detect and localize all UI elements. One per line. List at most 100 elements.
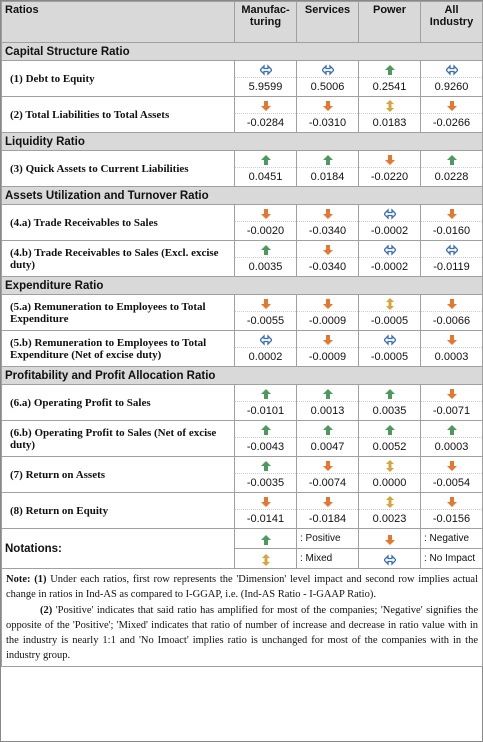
- section-row: Profitability and Profit Allocation Rati…: [1, 366, 483, 385]
- impact-cell: [420, 150, 483, 168]
- value-cell: -0.0101: [234, 401, 297, 421]
- icon-row: (1) Debt to Equity: [1, 60, 483, 97]
- ratio-label: (4.b) Trade Receivables to Sales (Excl. …: [1, 240, 235, 277]
- impact-icon: [260, 461, 271, 471]
- impact-icon: [260, 101, 271, 111]
- impact-icon: [445, 244, 458, 256]
- impact-cell: [234, 60, 297, 78]
- impact-icon: [446, 425, 457, 435]
- impact-icon: [322, 389, 333, 399]
- value-cell: 0.0052: [358, 437, 421, 457]
- notation-text: : Mixed: [296, 548, 359, 569]
- impact-icon: [260, 209, 271, 219]
- icon-row: (4.b) Trade Receivables to Sales (Excl. …: [1, 240, 483, 277]
- impact-cell: [420, 240, 483, 258]
- value-cell: 0.0047: [296, 437, 359, 457]
- value-row: -0.0055 -0.0009 -0.0005 -0.0066: [2, 311, 483, 331]
- impact-cell: [234, 204, 297, 222]
- value-cell: -0.0009: [296, 347, 359, 367]
- impact-cell: [358, 384, 421, 402]
- value-cell: 0.0000: [358, 473, 421, 493]
- value-row: 0.0035 -0.0340 -0.0002 -0.0119: [2, 257, 483, 277]
- value-cell: -0.0002: [358, 221, 421, 241]
- impact-icon: [322, 335, 333, 345]
- ratio-label: (1) Debt to Equity: [1, 60, 235, 97]
- notation-icon: [358, 528, 421, 549]
- impact-icon: [383, 244, 396, 256]
- impact-icon: [259, 334, 272, 346]
- impact-icon: [384, 425, 395, 435]
- value-cell: -0.0284: [234, 113, 297, 133]
- impact-icon: [446, 335, 457, 345]
- impact-icon: [322, 245, 333, 255]
- value-row: -0.0043 0.0047 0.0052 0.0003: [2, 437, 483, 457]
- impact-cell: [358, 240, 421, 258]
- ratio-table: Ratios Manufac-turing Services Power All Ind…: [1, 1, 483, 667]
- value-cell: 0.0003: [420, 437, 483, 457]
- value-row: 0.0002 -0.0009 -0.0005 0.0003: [2, 347, 483, 367]
- ratio-label: (7) Return on Assets: [1, 456, 235, 493]
- impact-icon: [260, 245, 271, 255]
- impact-cell: [358, 294, 421, 312]
- value-cell: 0.0013: [296, 401, 359, 421]
- column-header: Power: [358, 1, 421, 43]
- impact-icon: [322, 425, 333, 435]
- section-title: Assets Utilization and Turnover Ratio: [1, 186, 483, 205]
- section-title: Expenditure Ratio: [1, 276, 483, 295]
- value-cell: -0.0141: [234, 509, 297, 529]
- impact-cell: [296, 294, 359, 312]
- impact-cell: [358, 204, 421, 222]
- column-header: All Industry: [420, 1, 483, 43]
- impact-cell: [234, 456, 297, 474]
- impact-icon: [446, 209, 457, 219]
- note-label: Note:: [6, 574, 31, 585]
- icon-row: (7) Return on Assets: [1, 456, 483, 493]
- impact-cell: [234, 150, 297, 168]
- notation-icon: [234, 528, 297, 549]
- note-number: (1): [34, 574, 47, 585]
- value-cell: -0.0266: [420, 113, 483, 133]
- value-cell: 0.5006: [296, 77, 359, 97]
- note-number: (2): [40, 605, 53, 616]
- impact-cell: [234, 492, 297, 510]
- value-cell: 0.0003: [420, 347, 483, 367]
- value-cell: 0.9260: [420, 77, 483, 97]
- impact-cell: [296, 150, 359, 168]
- impact-cell: [234, 330, 297, 348]
- impact-icon: [384, 65, 395, 75]
- notation-text: : Positive: [296, 528, 359, 549]
- value-cell: -0.0002: [358, 257, 421, 277]
- ratio-label: (5.a) Remuneration to Employees to Total…: [1, 294, 235, 331]
- impact-cell: [358, 492, 421, 510]
- impact-icon: [322, 461, 333, 471]
- column-header: Services: [296, 1, 359, 43]
- value-cell: -0.0066: [420, 311, 483, 331]
- impact-icon: [322, 209, 333, 219]
- value-cell: 0.0002: [234, 347, 297, 367]
- impact-icon: [383, 553, 396, 566]
- impact-cell: [234, 96, 297, 114]
- impact-cell: [358, 96, 421, 114]
- impact-cell: [420, 384, 483, 402]
- value-cell: -0.0220: [358, 167, 421, 187]
- impact-cell: [296, 60, 359, 78]
- impact-cell: [296, 204, 359, 222]
- section-row: Capital Structure Ratio: [1, 42, 483, 61]
- impact-icon: [261, 553, 270, 566]
- impact-icon: [383, 208, 396, 220]
- column-header: Ratios: [1, 1, 235, 43]
- impact-icon: [384, 155, 395, 165]
- note-paragraph: Note: (1) Under each ratios, first row r…: [6, 572, 478, 602]
- header-row: Ratios Manufac-turing Services Power All Ind…: [1, 1, 483, 43]
- impact-cell: [296, 330, 359, 348]
- section-row: Liquidity Ratio: [1, 132, 483, 151]
- impact-cell: [420, 204, 483, 222]
- impact-icon: [322, 101, 333, 111]
- notation-row: Notations:: Positive: Negative: [1, 528, 483, 569]
- impact-cell: [420, 492, 483, 510]
- ratio-label: (5.b) Remuneration to Employees to Total…: [1, 330, 235, 367]
- impact-icon: [446, 299, 457, 309]
- section-row: Assets Utilization and Turnover Ratio: [1, 186, 483, 205]
- impact-icon: [260, 534, 271, 545]
